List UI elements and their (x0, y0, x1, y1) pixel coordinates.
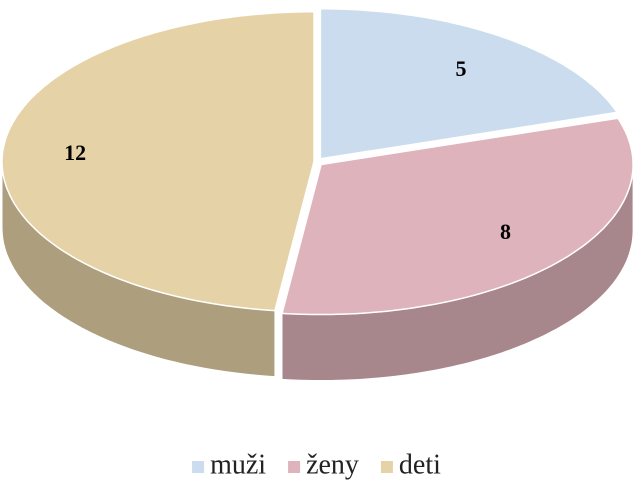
legend-label: muži (210, 449, 266, 480)
data-label: 12 (64, 140, 86, 165)
legend-swatch (380, 461, 393, 473)
legend-label: deti (399, 449, 441, 480)
slice (1, 10, 315, 312)
legend-label: ženy (306, 449, 359, 480)
legend: muži ženy deti (192, 449, 441, 480)
data-label: 5 (456, 56, 467, 81)
slice (281, 117, 633, 316)
legend-swatch (288, 461, 301, 473)
slice (319, 8, 619, 160)
legend-swatch (192, 461, 205, 473)
data-label: 8 (500, 219, 511, 244)
